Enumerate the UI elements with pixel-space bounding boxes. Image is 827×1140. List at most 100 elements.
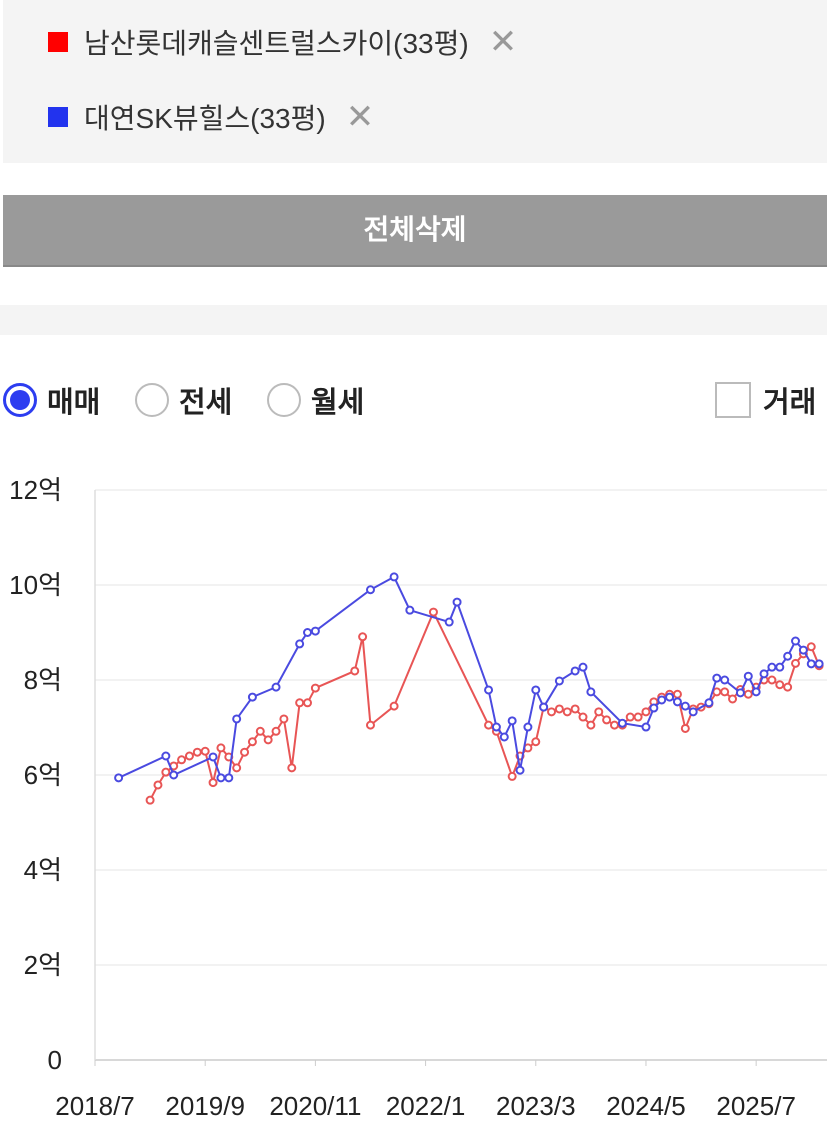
clear-all-button[interactable]: 전체삭제 <box>3 195 827 267</box>
data-point <box>169 770 179 780</box>
radio-option[interactable]: 매매 <box>3 380 100 420</box>
data-point <box>696 702 706 712</box>
data-point <box>720 675 730 685</box>
data-point <box>491 726 501 736</box>
y-tick-label: 6억 <box>24 760 62 790</box>
y-tick-label: 0 <box>48 1045 62 1075</box>
data-point <box>806 642 816 652</box>
radio-option[interactable]: 월세 <box>267 380 364 420</box>
data-point <box>507 716 517 726</box>
x-tick-label: 2025/7 <box>716 1091 796 1121</box>
legend-item: 대연SK뷰힐스(33평) ✕ <box>48 97 374 137</box>
data-point <box>295 639 305 649</box>
checkbox[interactable] <box>715 382 751 418</box>
data-point <box>783 682 793 692</box>
data-point <box>200 746 210 756</box>
data-point <box>310 683 320 693</box>
data-point <box>240 747 250 757</box>
data-point <box>767 675 777 685</box>
data-point <box>743 689 753 699</box>
data-point <box>554 704 564 714</box>
data-point <box>728 694 738 704</box>
legend-item: 남산롯데캐슬센트럴스카이(33평) ✕ <box>48 22 517 62</box>
data-point <box>499 732 509 742</box>
data-point <box>657 695 667 705</box>
legend-label: 남산롯데캐슬센트럴스카이(33평) <box>84 28 469 59</box>
data-point <box>224 773 234 783</box>
data-point <box>428 607 438 617</box>
data-point <box>720 687 730 697</box>
data-point <box>680 701 690 711</box>
x-tick-label: 2019/9 <box>165 1091 245 1121</box>
data-point <box>295 698 305 708</box>
data-point <box>279 714 289 724</box>
data-point <box>531 737 541 747</box>
data-point <box>303 698 313 708</box>
radio[interactable] <box>267 383 301 417</box>
data-point <box>657 692 667 702</box>
data-point <box>759 675 769 685</box>
data-point <box>617 720 627 730</box>
data-point <box>570 666 580 676</box>
data-point <box>523 743 533 753</box>
data-point <box>192 747 202 757</box>
radio[interactable] <box>3 383 37 417</box>
remove-icon[interactable]: ✕ <box>488 23 518 61</box>
data-point <box>798 649 808 659</box>
data-point <box>208 778 218 788</box>
remove-icon[interactable]: ✕ <box>345 98 375 136</box>
data-point <box>523 722 533 732</box>
y-tick-label: 4억 <box>24 855 62 885</box>
data-point <box>586 687 596 697</box>
legend-swatch <box>48 32 68 52</box>
data-point <box>350 666 360 676</box>
data-point <box>665 692 675 702</box>
data-point <box>775 680 785 690</box>
data-point <box>688 707 698 717</box>
data-point <box>484 720 494 730</box>
data-point <box>609 720 619 730</box>
data-point <box>791 636 801 646</box>
data-point <box>704 698 714 708</box>
data-point <box>688 704 698 714</box>
data-point <box>358 632 368 642</box>
data-point <box>649 703 659 713</box>
data-point <box>271 682 281 692</box>
data-point <box>161 751 171 761</box>
radio[interactable] <box>135 383 169 417</box>
x-tick-label: 2020/11 <box>269 1091 361 1121</box>
radio-label: 월세 <box>311 387 365 419</box>
data-point <box>287 763 297 773</box>
data-point <box>814 661 824 671</box>
data-point <box>578 712 588 722</box>
data-point <box>153 780 163 790</box>
data-point <box>649 697 659 707</box>
data-point <box>617 718 627 728</box>
data-point <box>712 687 722 697</box>
data-point <box>145 795 155 805</box>
data-point <box>798 645 808 655</box>
data-point <box>515 765 525 775</box>
data-point <box>208 752 218 762</box>
data-point <box>539 702 549 712</box>
data-point <box>365 720 375 730</box>
x-tick-label: 2023/3 <box>496 1091 576 1121</box>
data-point <box>389 572 399 582</box>
radio-option[interactable]: 전세 <box>135 380 232 420</box>
radio-label: 전세 <box>179 387 233 419</box>
checkbox-option[interactable]: 거래 <box>715 380 816 420</box>
y-tick-label: 10억 <box>9 570 62 600</box>
data-point <box>672 697 682 707</box>
data-point <box>586 720 596 730</box>
data-point <box>184 751 194 761</box>
data-point <box>775 662 785 672</box>
x-tick-label: 2022/1 <box>386 1091 466 1121</box>
data-point <box>625 712 635 722</box>
data-point <box>444 617 454 627</box>
data-point <box>389 701 399 711</box>
data-point <box>114 773 124 783</box>
data-point <box>169 761 179 771</box>
data-point <box>602 715 612 725</box>
